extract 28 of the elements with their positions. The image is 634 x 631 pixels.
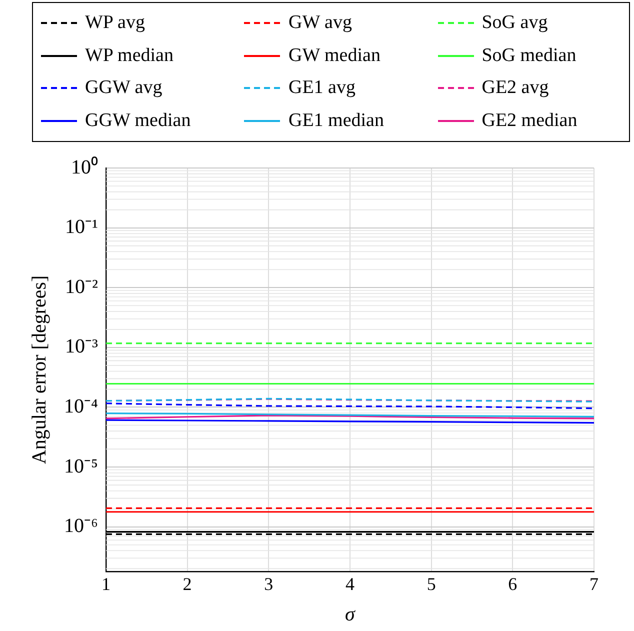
x-tick-label: 1 bbox=[101, 574, 110, 594]
y-tick-label: 10⁻¹ bbox=[64, 216, 98, 238]
legend-label: WP avg bbox=[85, 12, 145, 34]
legend-label: SoG median bbox=[482, 44, 576, 67]
legend-label: SoG avg bbox=[482, 12, 548, 34]
y-tick-label: 10⁻⁵ bbox=[64, 455, 98, 478]
legend-label: GW avg bbox=[288, 12, 352, 34]
y-tick-label: 10⁻⁶ bbox=[64, 515, 98, 538]
legend-label: WP median bbox=[85, 44, 174, 67]
y-tick-label: 10⁻⁴ bbox=[64, 395, 98, 418]
legend-label: GE2 median bbox=[482, 110, 578, 132]
legend-label: GE2 avg bbox=[482, 77, 549, 100]
y-axis-title: Angular error [degrees] bbox=[28, 275, 50, 464]
y-tick-label: 10⁻² bbox=[64, 276, 98, 298]
x-tick-label: 6 bbox=[508, 574, 518, 594]
legend-label: GE1 avg bbox=[288, 77, 356, 100]
x-tick-label: 2 bbox=[182, 574, 192, 594]
y-tick-label: 10⁰ bbox=[70, 155, 98, 178]
y-tick-label: 10⁻³ bbox=[64, 336, 98, 358]
x-tick-label: 5 bbox=[426, 574, 436, 594]
x-tick-label: 4 bbox=[345, 574, 354, 594]
x-tick-label: 3 bbox=[264, 574, 274, 594]
x-axis-title: σ bbox=[345, 603, 356, 626]
legend-label: GGW avg bbox=[85, 77, 162, 100]
legend-label: GGW median bbox=[85, 110, 191, 132]
legend-label: GW median bbox=[288, 44, 380, 67]
x-tick-label: 7 bbox=[590, 574, 598, 594]
legend-label: GE1 median bbox=[288, 110, 384, 132]
